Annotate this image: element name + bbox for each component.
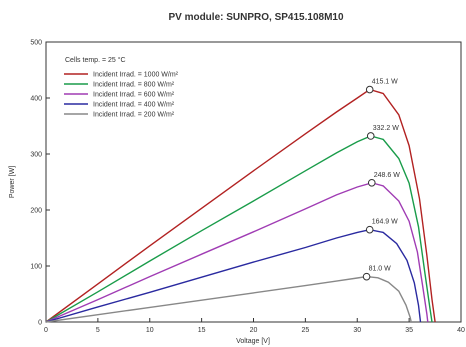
y-tick-label: 400 — [30, 96, 42, 103]
legend-entry-0: Incident Irrad. = 1000 W/m² — [93, 72, 179, 79]
peak-label-3: 164.9 W — [372, 219, 398, 226]
legend-entry-2: Incident Irrad. = 600 W/m² — [93, 92, 175, 99]
chart-title: PV module: SUNPRO, SP415.108M10 — [168, 12, 344, 23]
x-tick-label: 20 — [250, 327, 258, 334]
peak-marker-2 — [367, 178, 376, 187]
legend-entry-4: Incident Irrad. = 200 W/m² — [93, 112, 175, 119]
series-line-2 — [45, 182, 429, 323]
y-tick-label: 100 — [30, 264, 42, 271]
y-tick-label: 500 — [30, 40, 42, 47]
peak-label-0: 415.1 W — [372, 79, 398, 86]
peak-marker-4 — [362, 272, 371, 281]
peak-label-4: 81.0 W — [369, 266, 392, 273]
series-line-1 — [45, 135, 433, 323]
x-axis-ticks: 0 5 10 15 20 25 30 35 40 — [44, 318, 465, 334]
x-tick-label: 35 — [405, 327, 413, 334]
peak-marker-0 — [365, 85, 374, 94]
x-tick-label: 30 — [353, 327, 361, 334]
y-tick-label: 200 — [30, 208, 42, 215]
series-line-0 — [45, 88, 436, 323]
series-line-4 — [45, 275, 412, 323]
x-axis-label: Voltage [V] — [236, 338, 270, 345]
y-tick-label: 300 — [30, 152, 42, 159]
x-tick-label: 25 — [301, 327, 309, 334]
legend-entry-3: Incident Irrad. = 400 W/m² — [93, 102, 175, 109]
x-tick-label: 0 — [44, 327, 48, 334]
series-line-3 — [45, 228, 422, 323]
x-tick-label: 15 — [198, 327, 206, 334]
x-tick-label: 5 — [96, 327, 100, 334]
peak-label-2: 248.6 W — [374, 172, 400, 179]
legend: Cells temp. = 25 °C Incident Irrad. = 10… — [64, 56, 179, 119]
plot-frame — [45, 41, 462, 323]
legend-entry-1: Incident Irrad. = 800 W/m² — [93, 82, 175, 89]
y-axis-label: Power [W] — [9, 166, 16, 198]
peak-marker-3 — [365, 225, 374, 234]
x-tick-label: 40 — [457, 327, 465, 334]
x-tick-label: 10 — [146, 327, 154, 334]
legend-title: Cells temp. = 25 °C — [65, 56, 126, 64]
y-tick-label: 0 — [38, 320, 42, 327]
series-layer: 415.1 W 332.2 W 248.6 W 164.9 W 81.0 W — [45, 79, 436, 323]
peak-label-1: 332.2 W — [373, 125, 399, 132]
peak-marker-1 — [366, 132, 375, 140]
